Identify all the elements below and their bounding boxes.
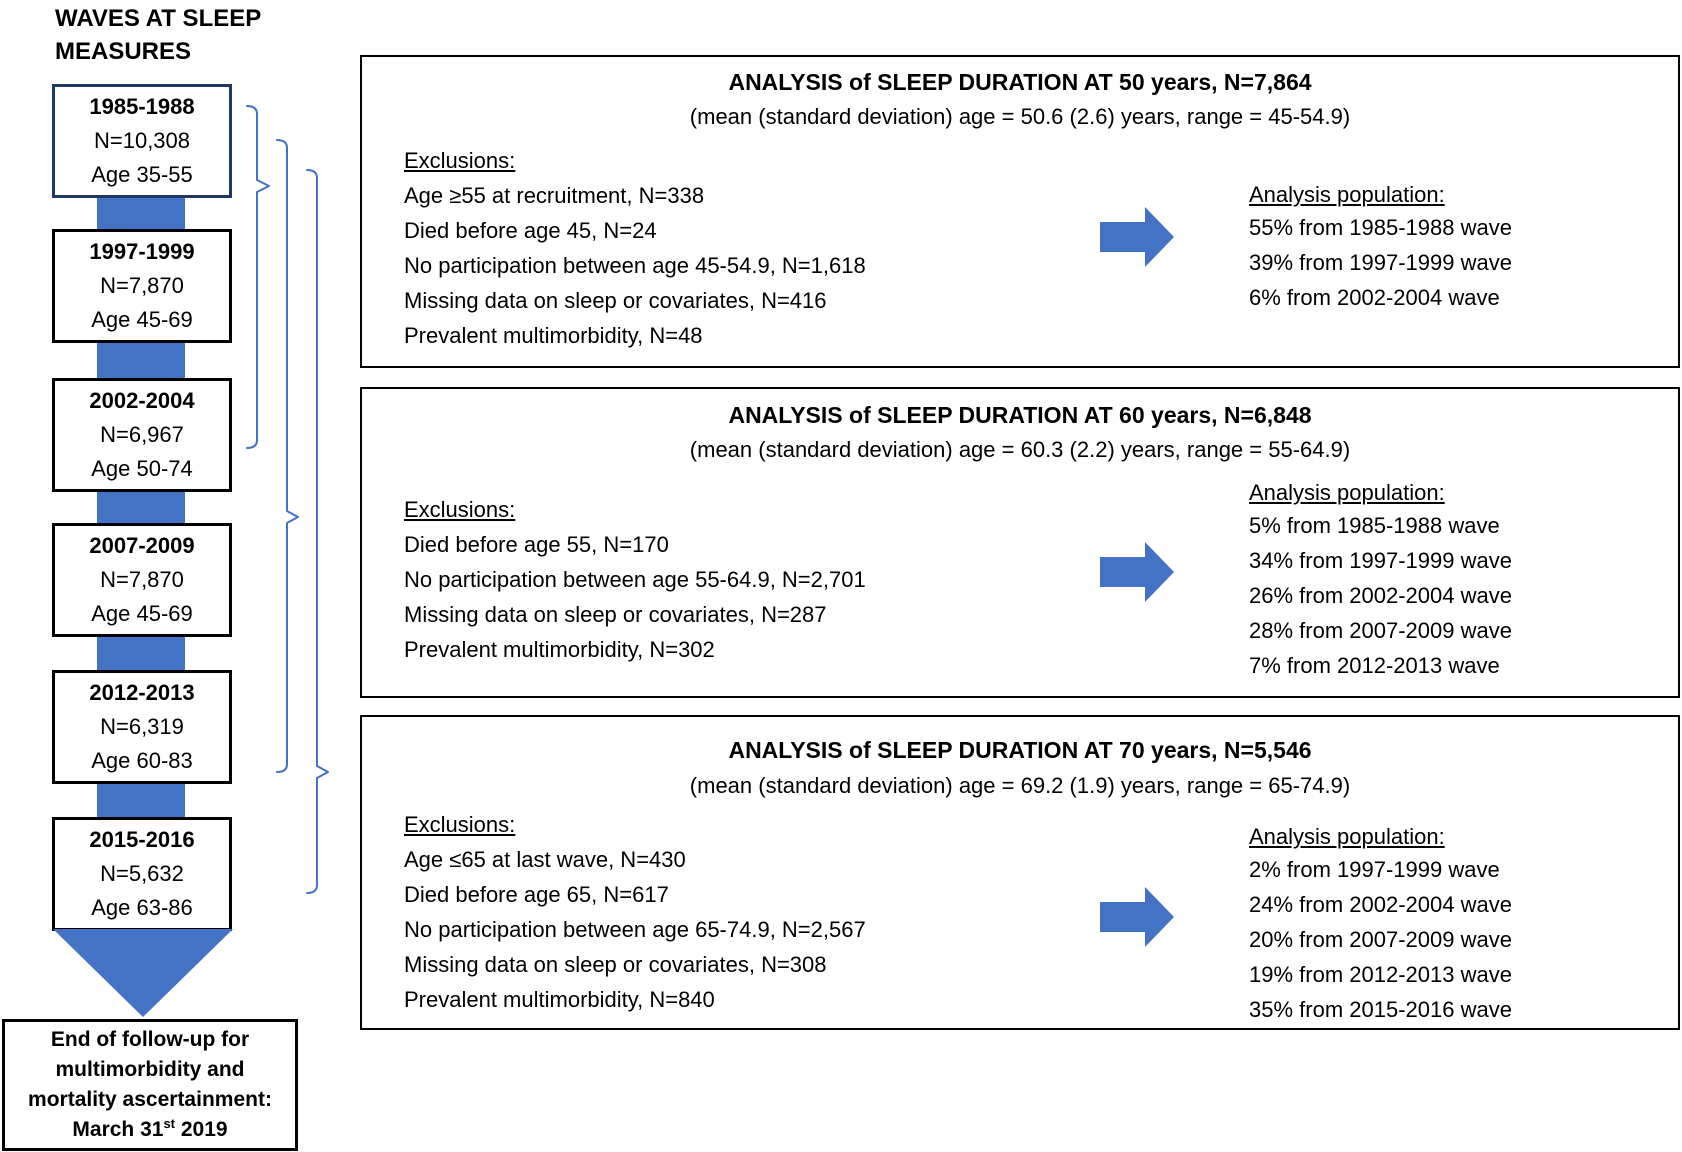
exclusion-item: Died before age 45, N=24: [404, 218, 657, 243]
wave-years: 2007-2009: [89, 533, 195, 558]
exclusions-label: Exclusions:: [404, 812, 516, 837]
heading-line-2: MEASURES: [55, 38, 192, 65]
wave-years: 1997-1999: [89, 239, 195, 264]
panel-sleep-duration-50: ANALYSIS of SLEEP DURATION AT 50 years, …: [360, 55, 1680, 368]
population-item: 55% from 1985-1988 wave: [1249, 215, 1512, 240]
wave-age: Age 50-74: [91, 456, 193, 481]
exclusions-list: Died before age 55, N=170 No participati…: [404, 527, 866, 667]
population-item: 6% from 2002-2004 wave: [1249, 285, 1500, 310]
end-box-line-3: mortality ascertainment:: [28, 1088, 272, 1111]
wave-n: N=5,632: [100, 861, 184, 886]
population-item: 19% from 2012-2013 wave: [1249, 962, 1512, 987]
wave-age: Age 45-69: [91, 307, 193, 332]
wave-box-2012-2013: 2012-2013 N=6,319 Age 60-83: [52, 670, 232, 784]
block-arrow-right-icon: [1100, 887, 1174, 947]
wave-box-2015-2016: 2015-2016 N=5,632 Age 63-86: [52, 817, 232, 931]
wave-years: 2012-2013: [89, 680, 195, 705]
analysis-population-list: 2% from 1997-1999 wave 24% from 2002-200…: [1249, 852, 1512, 1027]
exclusion-item: Died before age 65, N=617: [404, 882, 669, 907]
wave-n: N=7,870: [100, 567, 184, 592]
population-item: 39% from 1997-1999 wave: [1249, 250, 1512, 275]
exclusion-item: Died before age 55, N=170: [404, 532, 669, 557]
exclusion-item: Prevalent multimorbidity, N=840: [404, 987, 715, 1012]
wave-age: Age 35-55: [91, 162, 193, 187]
brace-waves-1-3: [246, 105, 270, 449]
exclusion-item: No participation between age 45-54.9, N=…: [404, 253, 866, 278]
panel-sleep-duration-70: ANALYSIS of SLEEP DURATION AT 70 years, …: [360, 715, 1680, 1030]
population-item: 5% from 1985-1988 wave: [1249, 513, 1500, 538]
wave-box-2002-2004: 2002-2004 N=6,967 Age 50-74: [52, 378, 232, 492]
population-item: 34% from 1997-1999 wave: [1249, 548, 1512, 573]
panel-subtitle: (mean (standard deviation) age = 60.3 (2…: [689, 437, 1351, 462]
population-item: 26% from 2002-2004 wave: [1249, 583, 1512, 608]
exclusions-list: Age ≤65 at last wave, N=430 Died before …: [404, 842, 866, 1017]
population-item: 24% from 2002-2004 wave: [1249, 892, 1512, 917]
exclusion-item: No participation between age 55-64.9, N=…: [404, 567, 866, 592]
wave-n: N=6,319: [100, 714, 184, 739]
wave-age: Age 60-83: [91, 748, 193, 773]
panel-title: ANALYSIS of SLEEP DURATION AT 50 years, …: [728, 69, 1312, 95]
exclusion-item: Missing data on sleep or covariates, N=4…: [404, 288, 827, 313]
exclusions-label: Exclusions:: [404, 148, 516, 173]
heading-line-1: WAVES AT SLEEP: [55, 5, 262, 32]
curly-brace-icon: [246, 105, 329, 894]
flow-connector: [97, 198, 185, 231]
population-item: 35% from 2015-2016 wave: [1249, 997, 1512, 1022]
wave-box-2007-2009: 2007-2009 N=7,870 Age 45-69: [52, 523, 232, 637]
analysis-population-label: Analysis population:: [1249, 480, 1445, 505]
population-item: 7% from 2012-2013 wave: [1249, 653, 1500, 678]
end-box-line-1: End of follow-up for: [50, 1028, 250, 1051]
wave-years: 2002-2004: [89, 388, 195, 413]
block-arrow-right-icon: [1100, 207, 1174, 267]
wave-years: 1985-1988: [89, 94, 195, 119]
exclusion-item: Age ≤65 at last wave, N=430: [404, 847, 686, 872]
wave-age: Age 63-86: [91, 895, 193, 920]
left-column-heading: WAVES AT SLEEP MEASURES: [55, 2, 261, 68]
exclusions-list: Age ≥55 at recruitment, N=338 Died befor…: [404, 178, 866, 353]
wave-age: Age 45-69: [91, 601, 193, 626]
exclusions-label: Exclusions:: [404, 497, 516, 522]
panel-title: ANALYSIS of SLEEP DURATION AT 60 years, …: [728, 402, 1312, 428]
panel-sleep-duration-60: ANALYSIS of SLEEP DURATION AT 60 years, …: [360, 387, 1680, 698]
wave-box-1985-1988: 1985-1988 N=10,308 Age 35-55: [52, 84, 232, 198]
flow-connector: [97, 492, 185, 525]
flow-connector: [97, 343, 185, 380]
wave-years: 2015-2016: [89, 827, 195, 852]
end-of-followup-box: End of follow-up for multimorbidity and …: [2, 1019, 298, 1151]
panel-subtitle: (mean (standard deviation) age = 69.2 (1…: [689, 773, 1351, 798]
end-box-line-4: March 31st 2019: [72, 1116, 228, 1141]
exclusion-item: Missing data on sleep or covariates, N=3…: [404, 952, 827, 977]
panel-title: ANALYSIS of SLEEP DURATION AT 70 years, …: [728, 737, 1312, 763]
exclusion-item: Prevalent multimorbidity, N=48: [404, 323, 703, 348]
block-arrow-right-icon: [1100, 542, 1174, 602]
brace-waves-2-6: [306, 169, 329, 894]
exclusion-item: Prevalent multimorbidity, N=302: [404, 637, 715, 662]
population-item: 2% from 1997-1999 wave: [1249, 857, 1500, 882]
population-item: 28% from 2007-2009 wave: [1249, 618, 1512, 643]
population-item: 20% from 2007-2009 wave: [1249, 927, 1512, 952]
brace-waves-1-5: [276, 139, 299, 773]
wave-n: N=10,308: [93, 128, 191, 153]
wave-n: N=6,967: [100, 422, 184, 447]
analysis-population-label: Analysis population:: [1249, 182, 1445, 207]
triangle-down-arrow-icon: [53, 929, 233, 1017]
analysis-population-label: Analysis population:: [1249, 824, 1445, 849]
exclusion-item: No participation between age 65-74.9, N=…: [404, 917, 866, 942]
end-box-line-2: multimorbidity and: [55, 1058, 245, 1081]
panel-subtitle: (mean (standard deviation) age = 50.6 (2…: [689, 104, 1351, 129]
exclusion-item: Age ≥55 at recruitment, N=338: [404, 183, 705, 208]
analysis-population-list: 5% from 1985-1988 wave 34% from 1997-199…: [1249, 508, 1512, 683]
wave-n: N=7,870: [100, 273, 184, 298]
flow-connector: [97, 637, 185, 672]
analysis-population-list: 55% from 1985-1988 wave 39% from 1997-19…: [1249, 210, 1512, 315]
exclusion-item: Missing data on sleep or covariates, N=2…: [404, 602, 827, 627]
wave-box-1997-1999: 1997-1999 N=7,870 Age 45-69: [52, 229, 232, 343]
flow-connector: [97, 784, 185, 819]
